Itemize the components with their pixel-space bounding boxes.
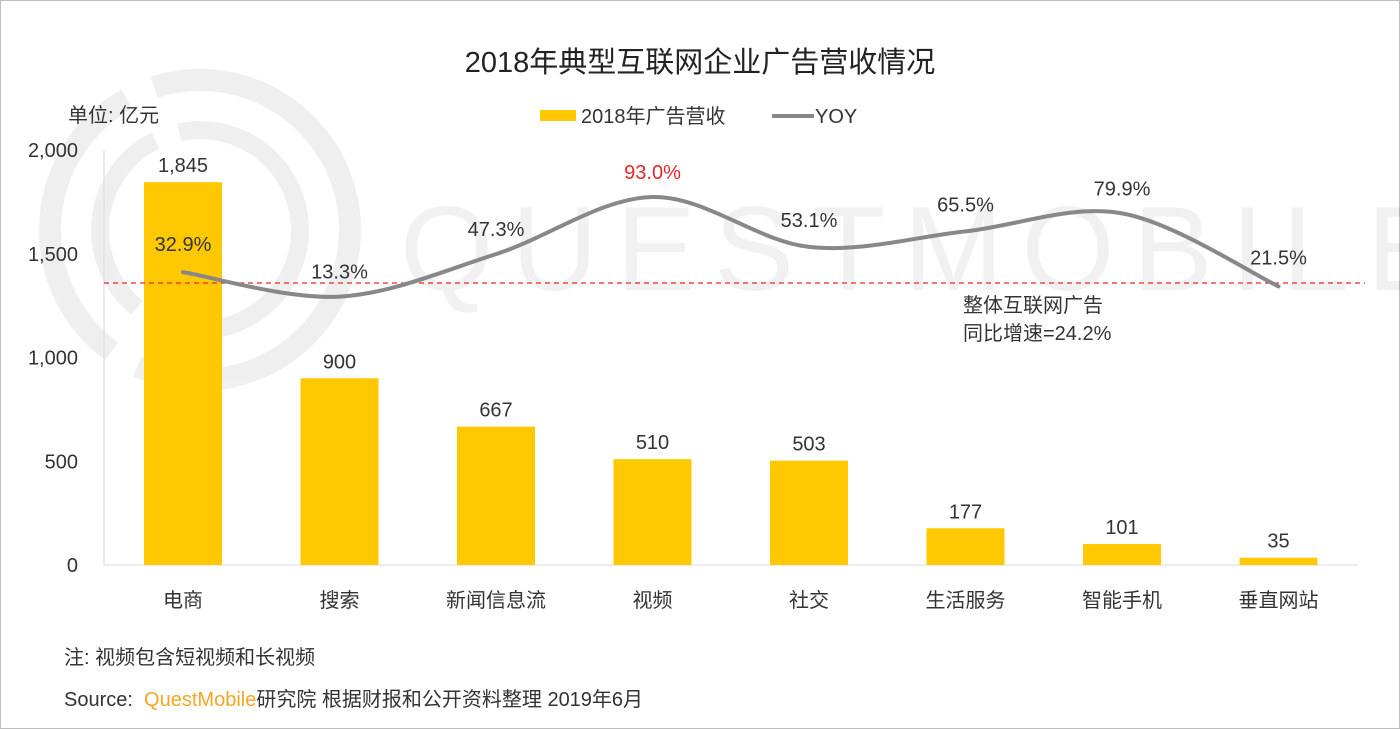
bar [457, 426, 535, 565]
bar [1239, 557, 1318, 565]
legend-swatch-bar [540, 110, 576, 121]
unit-label: 单位: 亿元 [68, 104, 159, 127]
y-tick-label: 1,500 [28, 244, 78, 266]
yoy-value-label: 79.9% [1094, 178, 1151, 200]
legend-label-bar: 2018年广告营收 [581, 105, 726, 128]
source-prefix: Source: [64, 689, 145, 711]
bar-value-label: 900 [323, 351, 356, 373]
yoy-line [181, 194, 1281, 299]
x-tick-label: 搜索 [320, 589, 360, 612]
x-tick-label: 视频 [633, 589, 673, 612]
source-suffix: 研究院 根据财报和公开资料整理 2019年6月 [256, 689, 644, 711]
bar-value-label: 101 [1105, 517, 1138, 539]
yoy-value-label: 32.9% [155, 234, 212, 256]
bar-value-label: 510 [636, 432, 669, 454]
bar [613, 459, 692, 565]
legend: 2018年广告营收 YOY [540, 105, 857, 128]
source-brand: QuestMobile [144, 689, 257, 711]
yoy-value-label: 53.1% [781, 210, 838, 232]
yoy-value-label: 13.3% [311, 262, 368, 284]
x-tick-label: 社交 [789, 589, 829, 612]
bar [1083, 544, 1161, 565]
bar [144, 182, 222, 565]
source-line: Source: QuestMobile研究院 根据财报和公开资料整理 2019年… [64, 683, 643, 712]
y-tick-label: 1,000 [28, 348, 78, 370]
reference-label-line1: 整体互联网广告 [963, 294, 1103, 317]
y-tick-label: 0 [67, 555, 78, 577]
bar-value-label: 503 [792, 434, 825, 456]
y-tick-label: 2,000 [28, 140, 78, 162]
bar-value-label: 667 [479, 400, 512, 422]
reference-label-line2: 同比增速=24.2% [963, 322, 1112, 345]
bar [300, 378, 379, 565]
note-text: 注: 视频包含短视频和长视频 [64, 647, 316, 669]
legend-label-line: YOY [815, 106, 857, 128]
y-tick-label: 500 [45, 451, 78, 473]
yoy-value-label: 47.3% [468, 219, 525, 241]
chart-title: 2018年典型互联网企业广告营收情况 [465, 46, 936, 79]
yoy-value-label: 93.0% [624, 162, 681, 184]
watermark-text: QUESTMOBILE [400, 182, 1400, 316]
x-tick-label: 电商 [163, 589, 203, 612]
bar [770, 460, 848, 565]
bar-value-label: 177 [949, 501, 982, 523]
bar [926, 528, 1005, 565]
yoy-value-label: 65.5% [937, 194, 994, 216]
yoy-value-label: 21.5% [1250, 247, 1307, 269]
bar-value-label: 35 [1267, 531, 1289, 553]
x-tick-label: 垂直网站 [1239, 589, 1319, 612]
x-tick-label: 生活服务 [926, 589, 1006, 612]
x-tick-label: 新闻信息流 [446, 589, 546, 612]
bar-value-label: 1,845 [158, 155, 208, 177]
x-tick-label: 智能手机 [1082, 589, 1162, 612]
